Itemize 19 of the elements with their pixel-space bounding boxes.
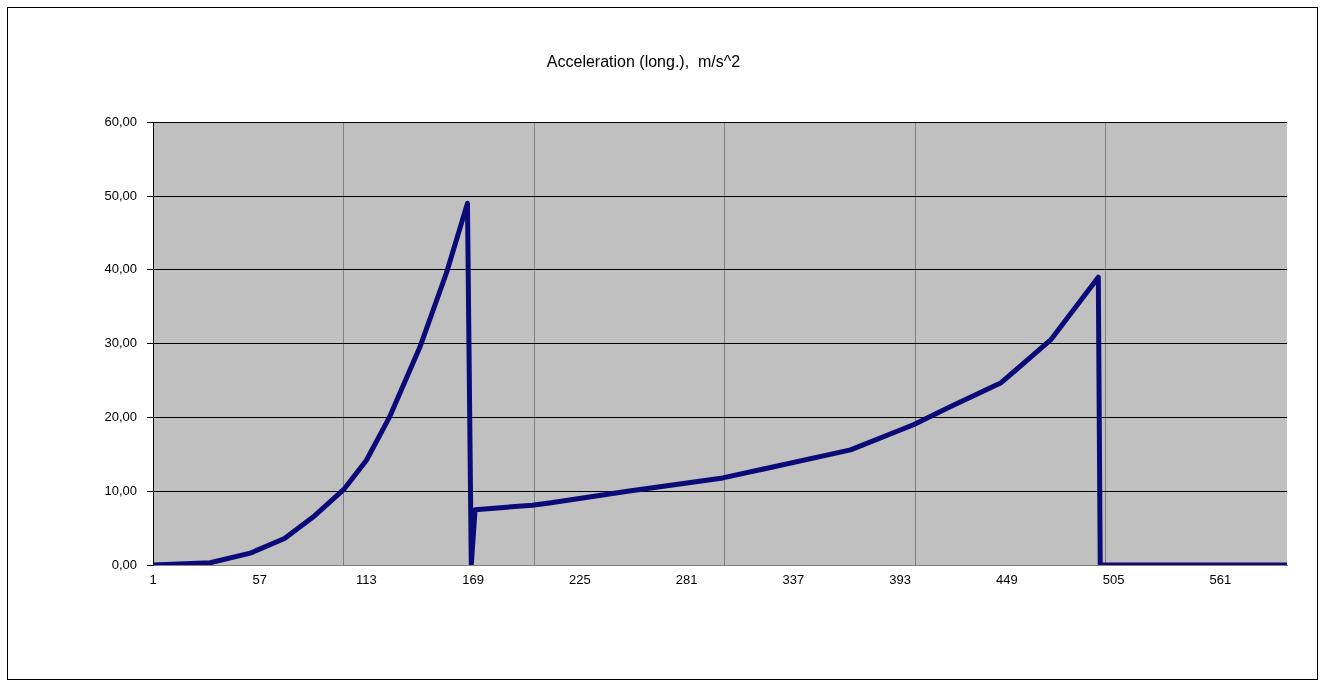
y-tick-label: 40,00 — [104, 261, 137, 277]
x-tick-label: 113 — [356, 572, 377, 588]
y-tick-label: 30,00 — [104, 335, 137, 351]
x-tick-label: 281 — [675, 572, 698, 588]
x-tick-label: 561 — [1209, 572, 1232, 588]
chart-title: Acceleration (long.), m/s^2 — [546, 53, 741, 71]
x-tick-label: 169 — [462, 572, 485, 588]
y-tick-label: 60,00 — [104, 113, 137, 129]
y-tick-label: 10,00 — [104, 482, 137, 498]
x-tick-label: 57 — [252, 572, 267, 588]
y-tick-label: 20,00 — [104, 408, 137, 424]
x-tick-label: 393 — [889, 572, 911, 588]
x-tick-label: 337 — [782, 572, 805, 588]
x-tick-label: 505 — [1102, 572, 1125, 588]
y-tick-label: 0,00 — [111, 556, 137, 572]
x-tick-label: 225 — [569, 572, 591, 588]
x-tick-label: 449 — [995, 572, 1018, 588]
y-tick-label: 50,00 — [104, 187, 137, 203]
x-tick-label: 1 — [149, 572, 157, 588]
